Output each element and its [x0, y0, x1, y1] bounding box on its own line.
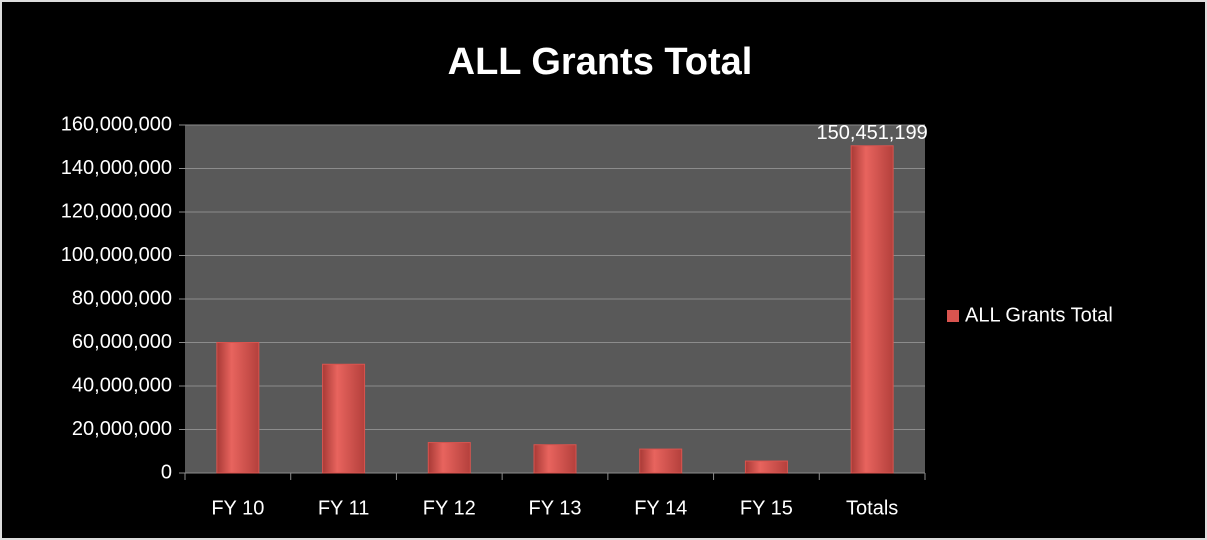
y-tick-label: 100,000,000 — [61, 244, 172, 266]
y-tick-label: 80,000,000 — [72, 287, 172, 309]
bar — [639, 448, 683, 474]
bar — [850, 145, 894, 474]
bar — [216, 342, 260, 474]
bar — [427, 442, 471, 474]
x-tick-label: FY 11 — [318, 497, 370, 519]
bar — [533, 444, 577, 474]
bar — [322, 363, 366, 474]
data-label: 150,451,199 — [817, 122, 928, 144]
legend-swatch — [947, 310, 959, 322]
x-tick-label: FY 13 — [529, 497, 582, 519]
y-tick-label: 160,000,000 — [61, 113, 172, 135]
y-tick-label: 20,000,000 — [72, 418, 172, 440]
x-tick-label: FY 10 — [211, 497, 264, 519]
x-tick-label: Totals — [846, 497, 898, 519]
bar — [744, 460, 788, 474]
y-tick-label: 140,000,000 — [61, 157, 172, 179]
y-tick-label: 60,000,000 — [72, 331, 172, 353]
legend-label: ALL Grants Total — [965, 304, 1113, 326]
x-tick-label: FY 12 — [423, 497, 476, 519]
y-tick-label: 120,000,000 — [61, 200, 172, 222]
y-tick-label: 40,000,000 — [72, 374, 172, 396]
x-tick-label: FY 14 — [634, 497, 687, 519]
chart-title: ALL Grants Total — [448, 41, 753, 83]
y-tick-label: 0 — [161, 461, 172, 483]
x-tick-label: FY 15 — [740, 497, 793, 519]
